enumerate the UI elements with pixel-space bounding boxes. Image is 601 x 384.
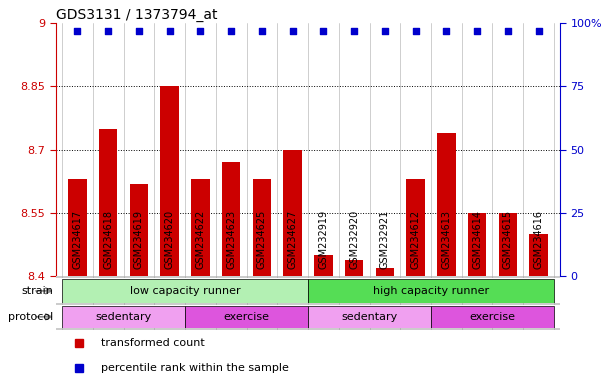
Point xyxy=(73,28,82,34)
Point xyxy=(534,28,543,34)
Text: GDS3131 / 1373794_at: GDS3131 / 1373794_at xyxy=(56,8,218,22)
Point xyxy=(380,28,389,34)
Bar xyxy=(185,306,308,328)
Point xyxy=(349,28,359,34)
Text: sedentary: sedentary xyxy=(341,312,398,322)
Bar xyxy=(191,179,210,276)
Bar xyxy=(222,162,240,276)
Point xyxy=(195,28,205,34)
Bar xyxy=(406,179,425,276)
Text: high capacity runner: high capacity runner xyxy=(373,286,489,296)
Point xyxy=(472,28,482,34)
Bar xyxy=(345,260,364,276)
Point xyxy=(288,28,297,34)
Text: exercise: exercise xyxy=(469,312,516,322)
Point xyxy=(503,28,513,34)
Text: exercise: exercise xyxy=(224,312,269,322)
Bar xyxy=(314,255,332,276)
Text: strain: strain xyxy=(21,286,53,296)
Point xyxy=(411,28,421,34)
Bar xyxy=(284,150,302,276)
Point xyxy=(103,28,113,34)
Bar xyxy=(308,306,431,328)
Point xyxy=(319,28,328,34)
Text: sedentary: sedentary xyxy=(96,312,151,322)
Bar xyxy=(252,179,271,276)
Bar xyxy=(308,279,554,303)
Text: transformed count: transformed count xyxy=(101,338,205,348)
Bar xyxy=(529,234,548,276)
Bar xyxy=(99,129,117,276)
Bar xyxy=(62,306,185,328)
Bar xyxy=(130,184,148,276)
Bar xyxy=(62,279,308,303)
Bar xyxy=(68,179,87,276)
Point xyxy=(134,28,144,34)
Bar xyxy=(499,213,517,276)
Bar xyxy=(437,133,456,276)
Point xyxy=(165,28,174,34)
Point xyxy=(227,28,236,34)
Bar xyxy=(468,213,486,276)
Bar xyxy=(376,268,394,276)
Text: low capacity runner: low capacity runner xyxy=(130,286,240,296)
Point xyxy=(257,28,267,34)
Bar xyxy=(160,86,179,276)
Bar xyxy=(431,306,554,328)
Text: percentile rank within the sample: percentile rank within the sample xyxy=(101,362,289,373)
Text: protocol: protocol xyxy=(8,312,53,322)
Point xyxy=(442,28,451,34)
